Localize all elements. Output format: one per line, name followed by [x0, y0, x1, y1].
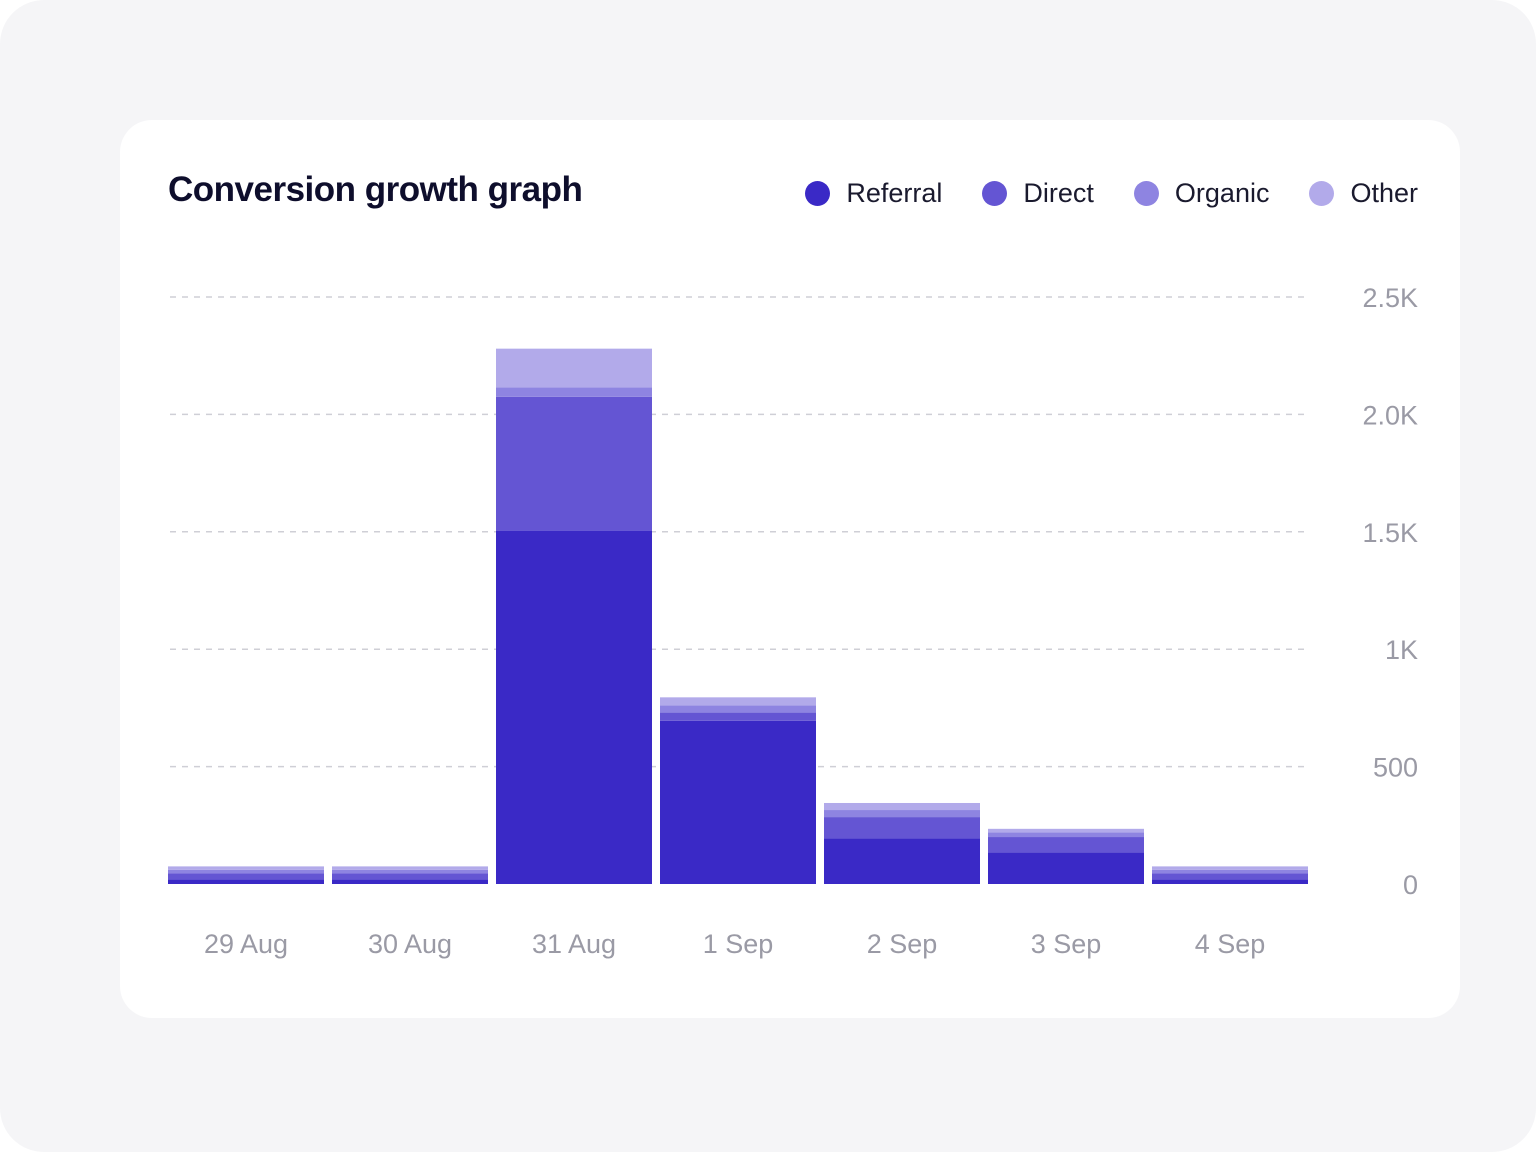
bar-segment-other[interactable]: [168, 866, 324, 870]
bar-segment-referral[interactable]: [168, 879, 324, 884]
x-tick-label: 30 Aug: [368, 929, 452, 959]
x-tick-label: 1 Sep: [703, 929, 774, 959]
y-axis-ticks: 0 500 1K 1.5K 2.0K 2.5K: [1362, 283, 1418, 900]
x-axis-ticks: 29 Aug 30 Aug 31 Aug 1 Sep 2 Sep 3 Sep 4 Sep: [204, 929, 1265, 959]
bar-segment-referral[interactable]: [660, 720, 816, 884]
bar-segment-other[interactable]: [496, 348, 652, 388]
y-tick-label: 1.5K: [1362, 518, 1418, 548]
x-tick-label: 31 Aug: [532, 929, 616, 959]
bar-segment-direct[interactable]: [168, 873, 324, 880]
legend-label-other: Other: [1350, 178, 1418, 208]
bar-segment-organic[interactable]: [988, 832, 1144, 838]
legend-label-organic: Organic: [1174, 178, 1270, 208]
bar-segment-referral[interactable]: [824, 838, 980, 884]
bar-segment-organic[interactable]: [168, 869, 324, 874]
legend-swatch-direct: [982, 181, 1008, 206]
gridlines: [170, 296, 1308, 768]
bar-segment-other[interactable]: [1152, 866, 1308, 870]
bar-segment-direct[interactable]: [1152, 873, 1308, 880]
bar-segment-direct[interactable]: [988, 837, 1144, 853]
legend-label-direct: Direct: [1023, 178, 1094, 208]
legend-item-direct[interactable]: Direct: [982, 178, 1094, 209]
bar-segment-organic[interactable]: [332, 869, 488, 874]
chart-legend: Referral Direct Organic Other: [765, 178, 1418, 209]
chart-title: Conversion growth graph: [168, 170, 583, 209]
legend-item-other[interactable]: Other: [1309, 178, 1418, 209]
legend-label-referral: Referral: [846, 178, 943, 208]
y-tick-label: 2.5K: [1362, 283, 1418, 313]
x-tick-label: 3 Sep: [1031, 929, 1102, 959]
y-tick-label: 1K: [1385, 635, 1418, 665]
chart-plot: 0 500 1K 1.5K 2.0K 2.5K 29 Aug 30 Aug 31 Aug 1 S…: [168, 283, 1418, 959]
y-tick-label: 2.0K: [1362, 400, 1418, 430]
legend-swatch-other: [1309, 181, 1335, 206]
x-tick-label: 2 Sep: [867, 929, 938, 959]
y-tick-label: 500: [1373, 753, 1418, 783]
bar-segment-organic[interactable]: [660, 705, 816, 713]
bar-segment-other[interactable]: [824, 802, 980, 811]
bar-segment-direct[interactable]: [332, 873, 488, 880]
bar-segment-organic[interactable]: [496, 387, 652, 397]
bar-segment-organic[interactable]: [824, 810, 980, 818]
x-tick-label: 29 Aug: [204, 929, 288, 959]
legend-item-organic[interactable]: Organic: [1133, 178, 1270, 209]
bar-segment-other[interactable]: [332, 866, 488, 870]
legend-swatch-organic: [1133, 181, 1159, 206]
bar-segment-referral[interactable]: [988, 852, 1144, 884]
bar-segment-referral[interactable]: [332, 879, 488, 884]
bar-segment-organic[interactable]: [1152, 869, 1308, 874]
y-tick-label: 0: [1403, 870, 1418, 900]
bar-segment-referral[interactable]: [496, 530, 652, 884]
bar-segment-direct[interactable]: [496, 396, 652, 531]
bar-segment-other[interactable]: [988, 828, 1144, 833]
bar-segment-referral[interactable]: [1152, 879, 1308, 884]
legend-item-referral[interactable]: Referral: [805, 178, 942, 209]
bar-segment-other[interactable]: [660, 697, 816, 706]
bars: [168, 348, 1308, 884]
chart-card: Conversion growth graph Referral Direct …: [120, 120, 1460, 1018]
bar-segment-direct[interactable]: [824, 817, 980, 839]
legend-swatch-referral: [805, 181, 831, 206]
bar-segment-direct[interactable]: [660, 712, 816, 721]
x-tick-label: 4 Sep: [1195, 929, 1266, 959]
